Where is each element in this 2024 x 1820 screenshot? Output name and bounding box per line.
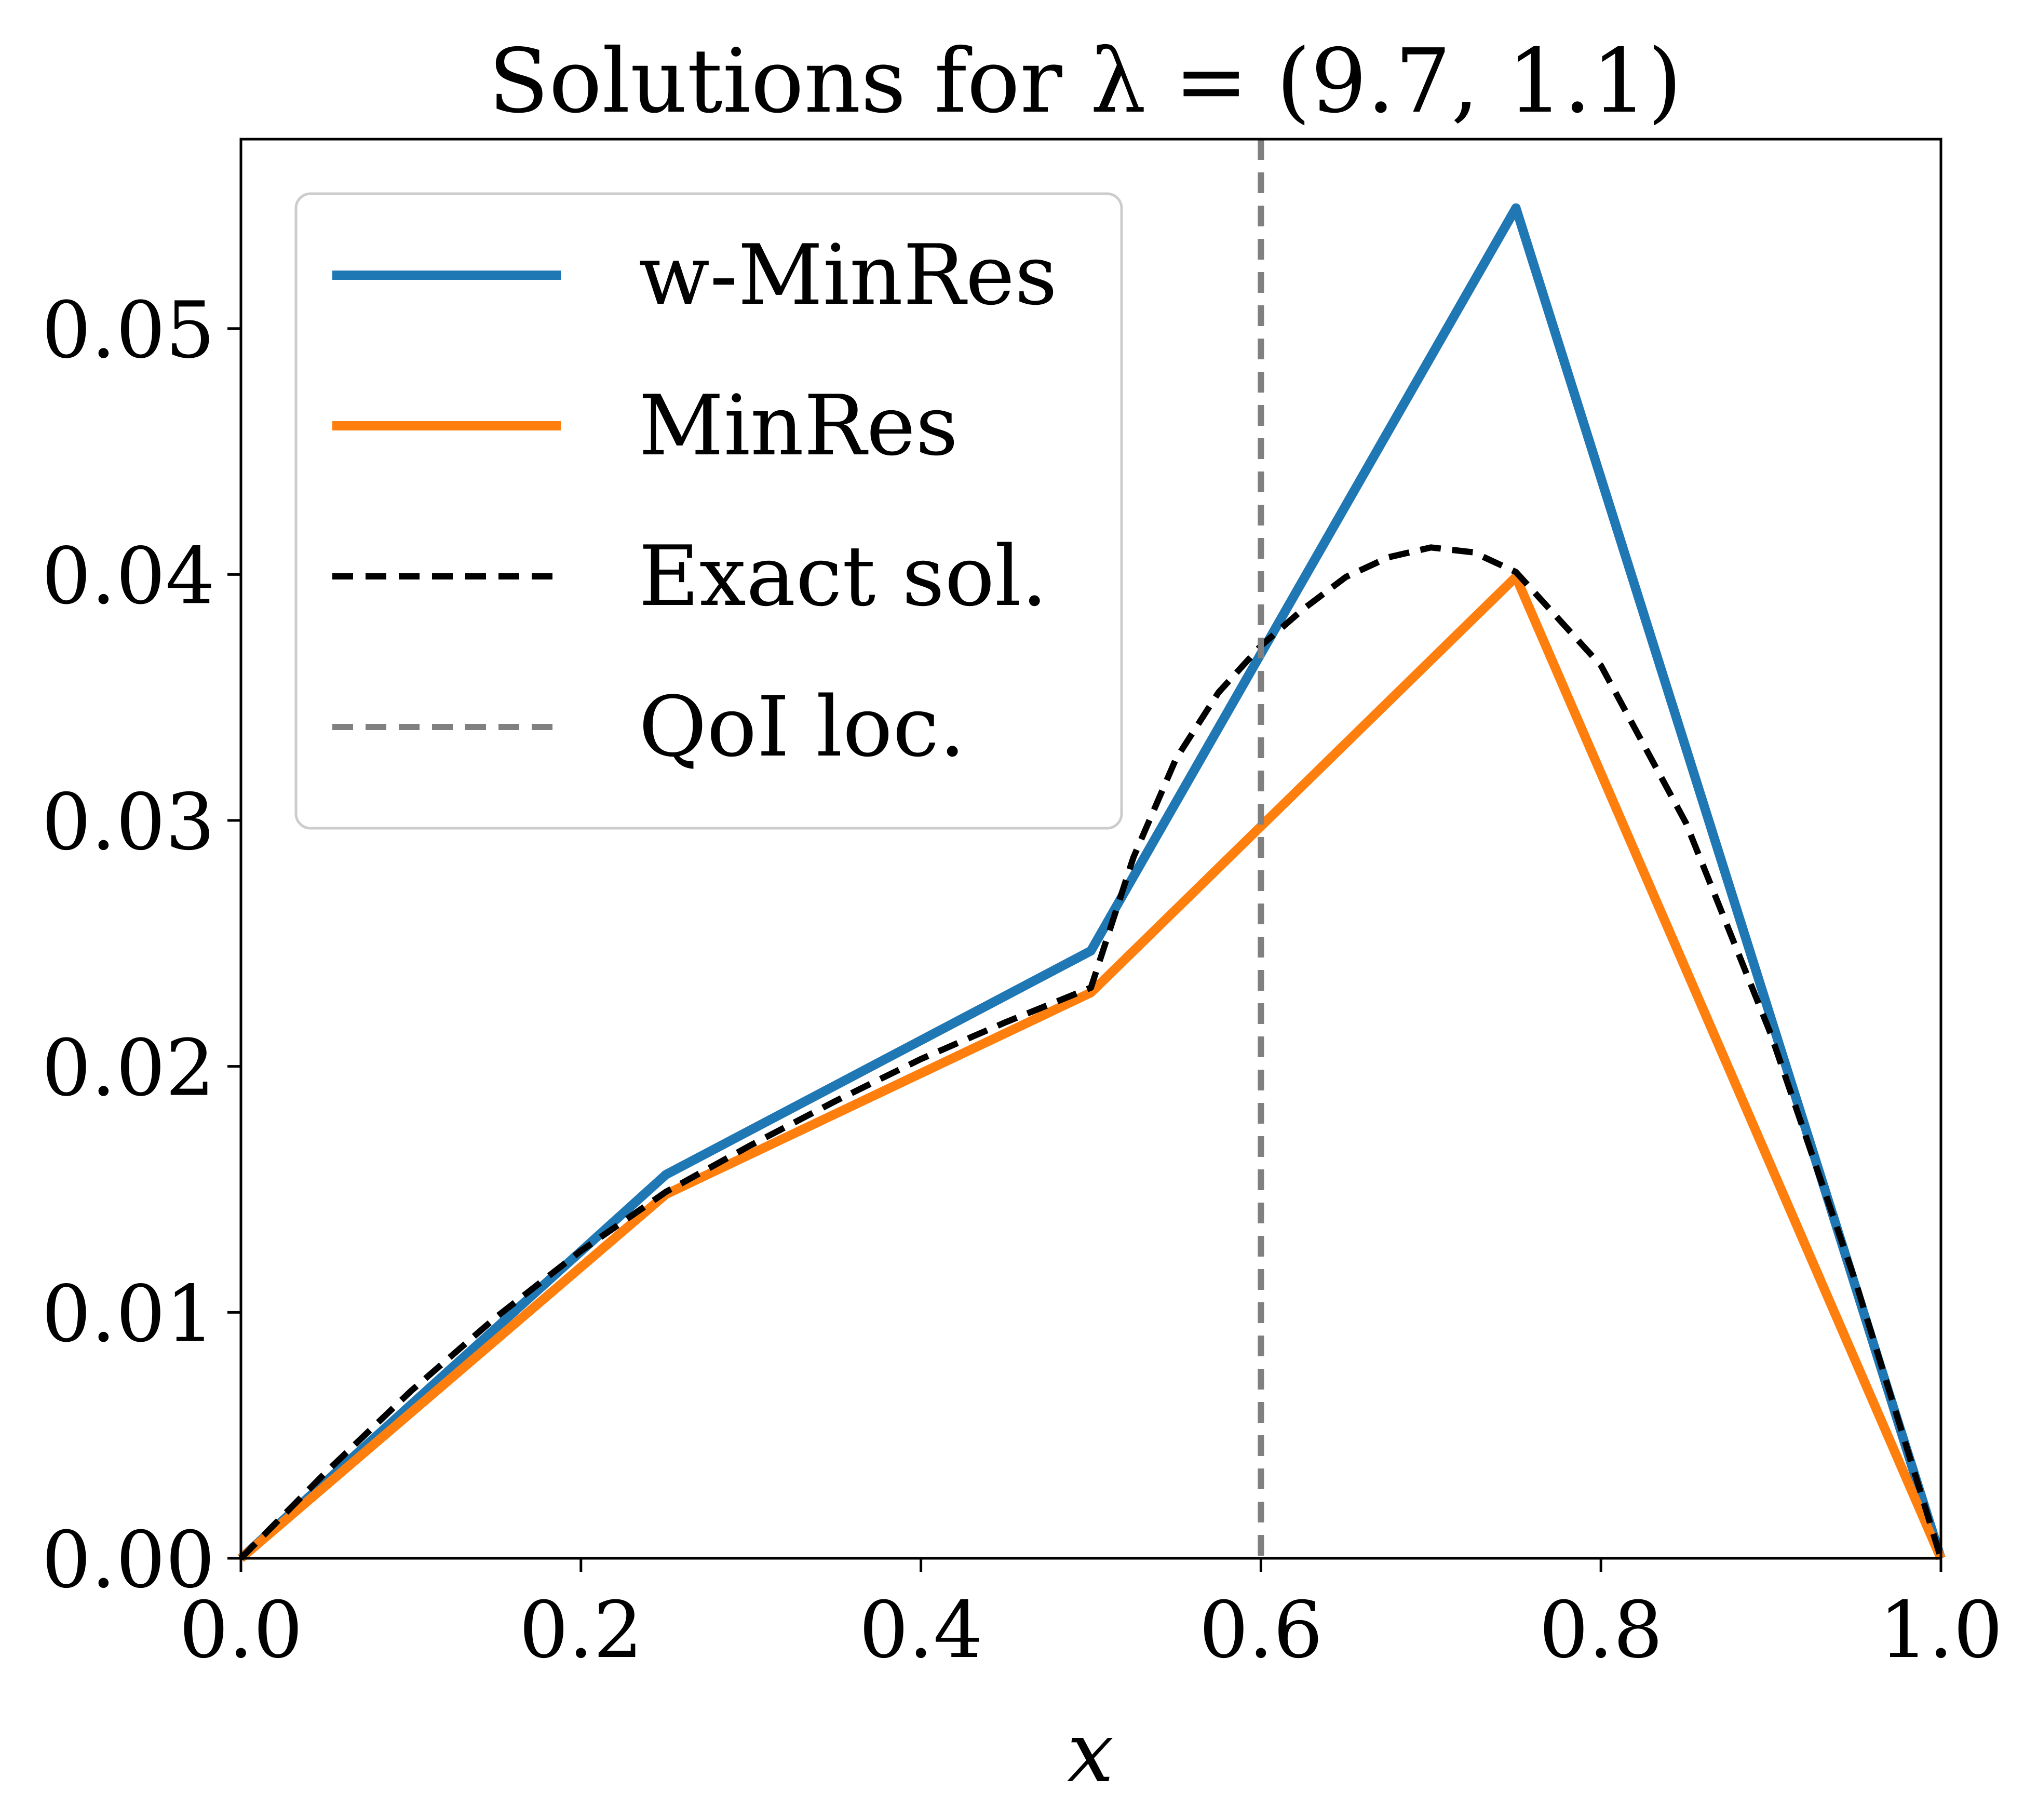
legend: w-MinRes MinRes Exact sol. QoI loc.	[294, 192, 1123, 830]
series-line-minres	[238, 572, 1946, 1562]
y-tick-label: 0.03	[42, 777, 215, 868]
y-tick-label: 0.01	[42, 1269, 215, 1359]
legend-label: w-MinRes	[639, 226, 1057, 323]
series-line-exact-sol	[238, 544, 1944, 1561]
x-axis: 0.0 0.2 0.4 0.6 0.8 1.0	[179, 1558, 2003, 1676]
x-tick-label: 0.4	[859, 1585, 983, 1676]
y-tick-label: 0.04	[42, 531, 215, 622]
x-axis-label: x	[1067, 1704, 1114, 1801]
x-tick-label: 0.0	[179, 1585, 303, 1676]
plot-frame	[239, 138, 1942, 1560]
legend-label: Exact sol.	[639, 528, 1048, 625]
x-tick-label: 0.6	[1199, 1585, 1323, 1676]
chart-title: Solutions for λ = (9.7, 1.1)	[489, 30, 1682, 133]
y-axis: 0.00 0.01 0.02 0.03 0.04 0.05	[42, 286, 241, 1606]
x-tick-label: 0.2	[519, 1585, 643, 1676]
legend-box	[294, 192, 1123, 830]
y-tick-label: 0.05	[42, 286, 215, 376]
y-tick-label: 0.00	[42, 1515, 215, 1606]
series-layer	[237, 139, 1946, 1562]
legend-label: MinRes	[639, 377, 958, 474]
legend-entries: w-MinRes MinRes Exact sol. QoI loc.	[332, 226, 1057, 775]
x-tick-label: 0.8	[1539, 1585, 1663, 1676]
legend-label: QoI loc.	[639, 678, 966, 775]
y-tick-label: 0.02	[42, 1023, 215, 1114]
series-line-w-minres	[237, 203, 1946, 1562]
x-tick-label: 1.0	[1879, 1585, 2003, 1676]
